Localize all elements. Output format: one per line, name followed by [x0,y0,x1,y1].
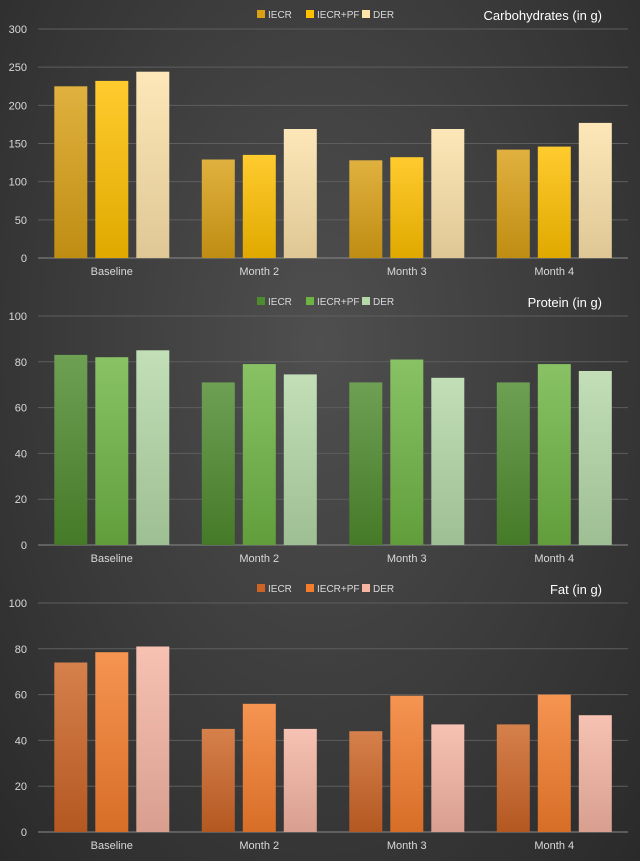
legend-label: IECR+PF [317,584,360,595]
fat-bar-iecr-month-2 [201,728,235,832]
y-tick-label: 20 [15,494,27,506]
legend-swatch [257,10,265,18]
fat-bar-iecr-month-3 [349,731,383,832]
legend-swatch [306,10,314,18]
y-tick-label: 0 [21,540,27,552]
x-tick-label: Baseline [91,840,133,852]
protein-bar-der-month-2 [283,374,317,545]
x-tick-label: Month 3 [387,840,427,852]
x-tick-label: Month 2 [239,266,279,278]
legend-swatch [257,584,265,592]
fat-bar-iecr-pf-month-2 [242,703,276,832]
fat-bar-iecr-month-4 [496,724,530,832]
protein-bar-der-month-3 [431,377,465,545]
y-tick-label: 20 [15,781,27,793]
y-tick-label: 150 [9,139,27,151]
fat-bar-der-month-3 [431,724,465,832]
legend-swatch [362,10,370,18]
protein-bar-iecr-month-4 [496,382,530,545]
y-tick-label: 0 [21,827,27,839]
x-tick-label: Month 3 [387,553,427,565]
y-tick-label: 100 [9,177,27,189]
y-tick-label: 250 [9,62,27,74]
x-tick-label: Month 3 [387,266,427,278]
legend-label: DER [373,297,394,308]
legend-swatch [362,584,370,592]
carbs-bar-der-month-4 [578,122,612,259]
carbs-bar-iecr-month-2 [201,159,235,258]
protein-bar-iecr-pf-month-4 [537,364,571,545]
y-tick-label: 100 [9,598,27,610]
y-tick-label: 60 [15,690,27,702]
y-tick-label: 100 [9,311,27,323]
y-tick-label: 60 [15,403,27,415]
x-tick-label: Baseline [91,266,133,278]
carbs-bar-iecr-pf-month-4 [537,146,571,258]
protein-chart: 0 20 40 60 80 100 Baseline Month 2 Month 3 Month … [9,295,628,565]
fat-bar-der-baseline [136,646,170,832]
y-tick-label: 80 [15,357,27,369]
x-tick-label: Month 4 [534,553,574,565]
y-tick-label: 200 [9,100,27,112]
x-tick-label: Baseline [91,553,133,565]
legend-label: IECR+PF [317,10,360,21]
carbs-bar-der-month-2 [283,129,317,258]
legend-label: IECR [268,297,292,308]
legend-label: DER [373,10,394,21]
protein-bar-iecr-pf-baseline [95,357,129,545]
fat-bar-der-month-4 [578,715,612,832]
carbs-bar-iecr-baseline [54,86,88,259]
y-tick-label: 40 [15,448,27,460]
protein-bar-iecr-pf-month-2 [242,364,276,545]
legend-label: DER [373,584,394,595]
legend-swatch [306,584,314,592]
protein-bar-der-baseline [136,350,170,545]
carbs-bar-der-month-3 [431,129,465,258]
chart-title: Fat (in g) [550,582,602,597]
protein-bar-iecr-month-3 [349,382,383,545]
protein-bar-iecr-baseline [54,354,88,545]
chart-title: Protein (in g) [528,295,602,310]
carbs-bar-iecr-pf-month-3 [390,157,424,258]
y-tick-label: 50 [15,215,27,227]
fat-bar-der-month-2 [283,728,317,832]
legend-swatch [257,297,265,305]
legend-label: IECR+PF [317,297,360,308]
legend-label: IECR [268,10,292,21]
carbohydrates-chart: 0 50 100 150 200 250 300 Baseline Month 2 Month 3… [9,8,628,278]
fat-bar-iecr-pf-baseline [95,652,129,832]
legend-swatch [362,297,370,305]
protein-bar-iecr-pf-month-3 [390,359,424,545]
chart-title: Carbohydrates (in g) [484,8,603,23]
carbs-bar-der-baseline [136,71,170,258]
y-tick-label: 300 [9,24,27,36]
carbs-bar-iecr-pf-month-2 [242,154,276,258]
protein-bar-iecr-month-2 [201,382,235,545]
carbs-bar-iecr-pf-baseline [95,80,129,259]
y-tick-label: 80 [15,644,27,656]
protein-bar-der-month-4 [578,371,612,545]
fat-chart: 0 20 40 60 80 100 Baseline Month 2 Month 3 Month … [9,582,628,852]
fat-bar-iecr-pf-month-4 [537,694,571,832]
legend-swatch [306,297,314,305]
x-tick-label: Month 2 [239,553,279,565]
fat-bar-iecr-baseline [54,662,88,832]
carbs-bar-iecr-month-3 [349,160,383,258]
x-tick-label: Month 2 [239,840,279,852]
carbs-bar-iecr-month-4 [496,149,530,258]
y-tick-label: 0 [21,253,27,265]
legend-label: IECR [268,584,292,595]
fat-bar-iecr-pf-month-3 [390,695,424,832]
x-tick-label: Month 4 [534,266,574,278]
x-tick-label: Month 4 [534,840,574,852]
y-tick-label: 40 [15,735,27,747]
